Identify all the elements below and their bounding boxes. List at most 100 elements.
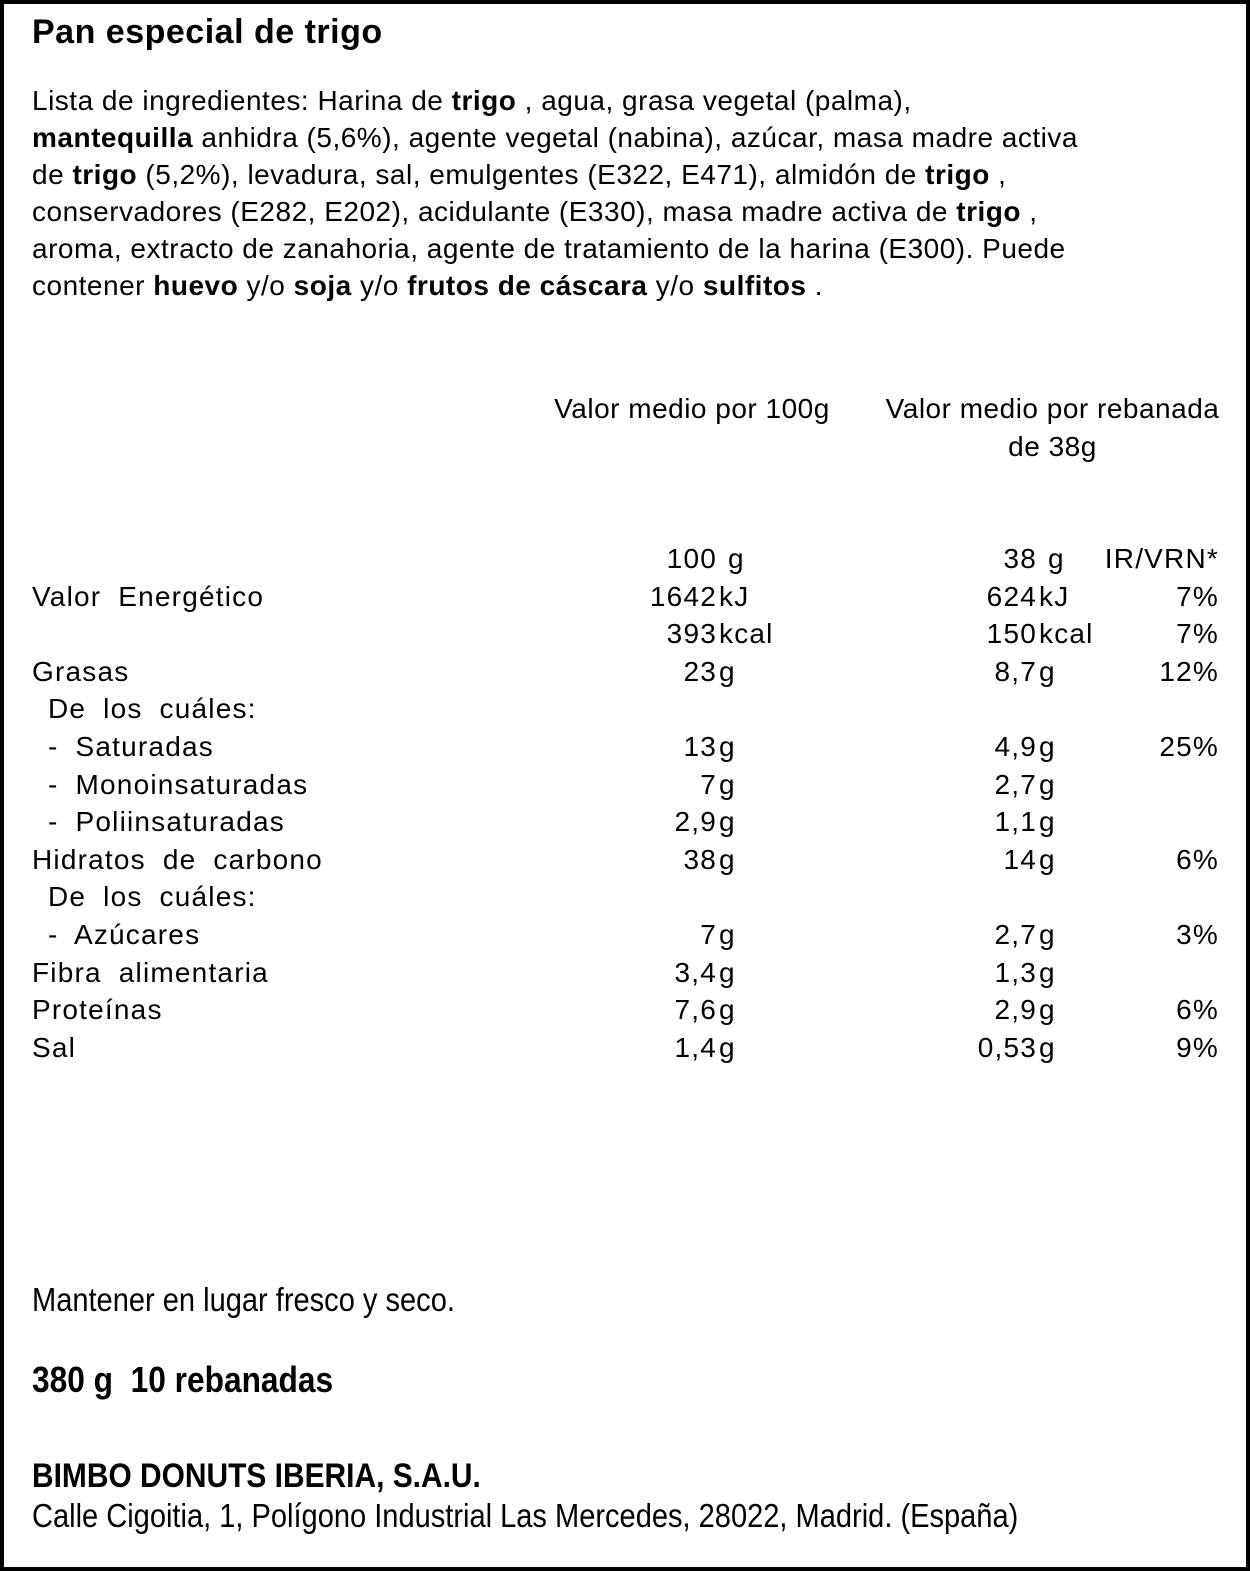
value-per-slice: 0,53 — [977, 1031, 1037, 1063]
unit-per-100g: g — [719, 655, 736, 687]
ingredients-line: Lista de ingredientes: Harina de trigo ,… — [32, 82, 1232, 119]
nutrient-label: Hidratos de carbono — [32, 843, 323, 875]
value-per-100g — [457, 878, 717, 916]
value-per-100g: 7,6 — [674, 994, 717, 1026]
value-per-slice: 8,7 — [994, 655, 1037, 687]
unit-per-slice — [1037, 878, 1077, 916]
value-per-slice: 2,9 — [994, 994, 1037, 1026]
value-per-slice: 2,7 — [994, 918, 1037, 950]
unit-per-slice: g — [1039, 730, 1056, 762]
percent-ir-vrn: 7% — [1176, 618, 1219, 650]
unit-per-100g: g — [719, 1031, 736, 1063]
unit-per-slice: g — [1039, 994, 1056, 1026]
ingredient-text: de — [32, 159, 73, 190]
nutrient-label: - Saturadas — [48, 730, 214, 762]
ingredients-line: conservadores (E282, E202), acidulante (… — [32, 193, 1232, 230]
value-per-100g: 38 — [683, 843, 717, 875]
percent-ir-vrn — [1077, 803, 1219, 841]
ingredient-text: , — [989, 159, 1007, 190]
table-row: - Poliinsaturadas 2,9 g 1,1 g — [32, 803, 1232, 841]
net-weight: 380 g 10 rebanadas — [32, 1359, 334, 1401]
ingredient-text: . — [806, 270, 824, 301]
value-per-slice: 14 — [1003, 843, 1037, 875]
nutrient-label: - Poliinsaturadas — [48, 806, 285, 838]
value-per-100g: 1642 — [649, 580, 717, 612]
percent-ir-vrn: IR/VRN* — [1104, 543, 1219, 574]
percent-ir-vrn: 6% — [1176, 843, 1219, 875]
table-row: - Saturadas 13 g 4,9 g 25% — [32, 728, 1232, 766]
unit-per-100g: g — [719, 843, 736, 875]
ingredient-allergen: sulfitos — [702, 270, 807, 301]
ingredient-text: contener — [32, 270, 154, 301]
nutrient-label: Proteínas — [32, 994, 163, 1026]
unit-per-100g: g — [719, 806, 736, 838]
nutrient-label: Sal — [32, 1031, 77, 1063]
unit-per-slice: g — [1039, 543, 1065, 574]
ingredient-text: (5,2%), levadura, sal, emulgentes (E322,… — [137, 159, 926, 190]
unit-per-slice: g — [1039, 956, 1056, 988]
value-per-100g — [457, 690, 717, 728]
nutrition-column-headers: Valor medio por 100g Valor medio por reb… — [32, 390, 1232, 466]
percent-ir-vrn: 3% — [1176, 918, 1219, 950]
value-per-100g: 23 — [683, 655, 717, 687]
value-per-slice: 1,3 — [994, 956, 1037, 988]
ingredient-allergen: trigo — [72, 159, 138, 190]
column-header-per-slice-line1: Valor medio por rebanada — [885, 393, 1220, 424]
unit-per-100g: g — [719, 956, 736, 988]
value-per-slice — [787, 690, 1037, 728]
unit-per-100g: g — [719, 543, 745, 574]
table-row: De los cuáles: — [32, 878, 1232, 916]
nutrient-label: De los cuáles: — [48, 693, 257, 725]
unit-per-slice: g — [1039, 918, 1056, 950]
unit-per-slice: g — [1039, 806, 1056, 838]
nutrition-table: 100 g 38 g IR/VRN* Valor Energético 1642 kJ 62… — [32, 540, 1232, 1066]
nutrient-label — [32, 540, 457, 578]
company-name: BIMBO DONUTS IBERIA, S.A.U. — [32, 1457, 481, 1496]
header-spacer — [32, 390, 537, 466]
unit-per-100g: g — [719, 994, 736, 1026]
value-per-slice: 624 — [986, 580, 1037, 612]
value-per-100g: 1,4 — [674, 1031, 717, 1063]
unit-per-slice: g — [1039, 1031, 1056, 1063]
value-per-slice — [787, 878, 1037, 916]
value-per-100g: 100 — [666, 543, 717, 574]
ingredient-text: anhidra (5,6%), agente vegetal (nabina),… — [193, 122, 1078, 153]
percent-ir-vrn: 25% — [1159, 730, 1219, 762]
value-per-slice: 2,7 — [994, 768, 1037, 800]
unit-per-100g — [717, 690, 787, 728]
nutrient-label: Valor Energético — [32, 580, 265, 612]
ingredients-line: aroma, extracto de zanahoria, agente de … — [32, 230, 1232, 267]
ingredient-allergen: frutos de cáscara — [407, 270, 648, 301]
value-per-100g: 13 — [683, 730, 717, 762]
percent-ir-vrn: 9% — [1176, 1031, 1219, 1063]
table-row: Valor Energético 1642 kJ 624 kJ 7% — [32, 578, 1232, 616]
value-per-slice: 1,1 — [994, 806, 1037, 838]
nutrient-label — [32, 615, 457, 653]
value-per-slice: 150 — [986, 618, 1037, 650]
table-row: Hidratos de carbono 38 g 14 g 6% — [32, 841, 1232, 879]
nutrient-label: - Monoinsaturadas — [48, 768, 309, 800]
value-per-slice: 4,9 — [994, 730, 1037, 762]
unit-per-100g: g — [719, 918, 736, 950]
product-title: Pan especial de trigo — [32, 13, 383, 51]
nutrient-label: Fibra alimentaria — [32, 956, 269, 988]
ingredient-text: conservadores (E282, E202), acidulante (… — [32, 196, 957, 227]
unit-per-slice: g — [1039, 655, 1056, 687]
ingredient-allergen: huevo — [153, 270, 239, 301]
ingredient-text: aroma, extracto de zanahoria, agente de … — [32, 233, 1066, 264]
table-row: Sal 1,4 g 0,53 g 9% — [32, 1029, 1232, 1067]
ingredients-paragraph: Lista de ingredientes: Harina de trigo ,… — [32, 82, 1232, 304]
table-row: - Azúcares 7 g 2,7 g 3% — [32, 916, 1232, 954]
nutrient-label: Grasas — [32, 655, 130, 687]
unit-per-slice: kcal — [1039, 618, 1094, 650]
unit-per-slice: kJ — [1039, 580, 1070, 612]
column-header-per-100g: Valor medio por 100g — [554, 393, 830, 424]
percent-ir-vrn: 7% — [1176, 580, 1219, 612]
unit-per-100g: g — [719, 768, 736, 800]
unit-per-100g: kJ — [719, 580, 750, 612]
percent-ir-vrn — [1077, 690, 1219, 728]
unit-per-slice: g — [1039, 843, 1056, 875]
value-per-slice: 38 — [1003, 543, 1037, 574]
value-per-100g: 3,4 — [674, 956, 717, 988]
